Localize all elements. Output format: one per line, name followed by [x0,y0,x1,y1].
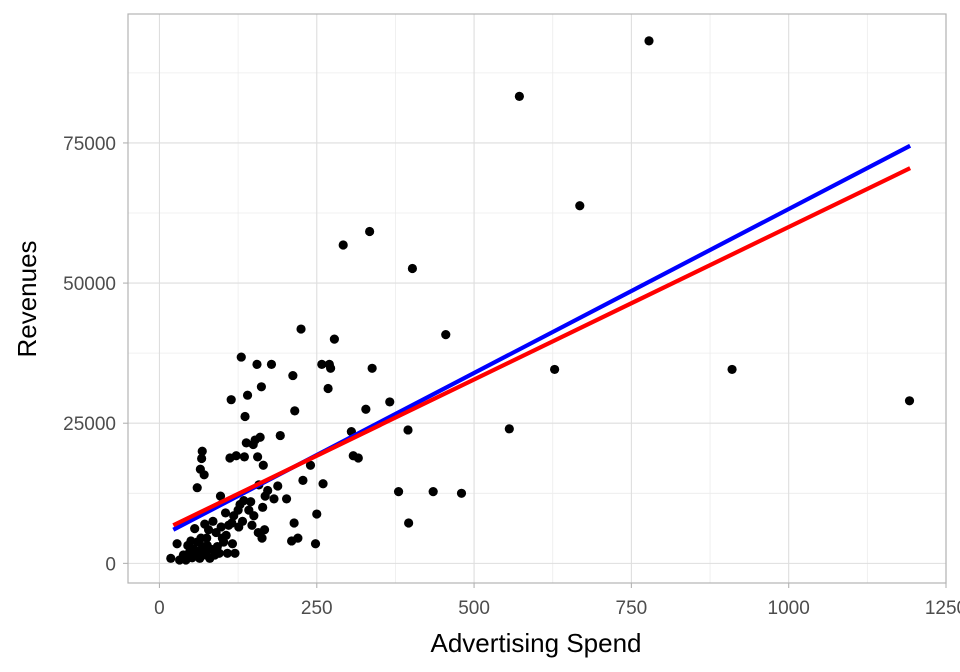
data-point [365,226,375,237]
x-axis-title: Advertising Spend [430,628,641,658]
trend-lines [172,143,912,532]
data-point [296,324,306,334]
data-point [246,497,256,507]
data-point [317,359,327,369]
data-point [203,525,214,535]
data-point [385,397,395,407]
x-tick-label: 750 [616,598,648,619]
data-point [259,525,270,535]
y-tick-label: 25000 [63,414,116,435]
x-tick-label: 1000 [768,598,810,619]
data-point [240,411,250,422]
y-axis-title: Revenues [12,240,42,357]
data-point [273,481,283,491]
data-point [904,396,915,406]
data-point [288,370,298,381]
data-point [253,452,263,462]
data-point [197,453,207,464]
data-point [226,395,236,405]
data-points [166,36,915,565]
data-point [290,406,300,416]
data-point [247,520,257,530]
data-point [326,363,336,373]
y-axis-ticks: 0 25000 50000 75000 [63,134,128,575]
data-point [575,201,585,211]
x-tick-label: 500 [458,598,490,619]
data-point [239,495,249,506]
data-point [258,502,268,512]
data-point [255,432,265,442]
data-point [252,359,262,369]
trend-line [172,166,912,528]
data-point [281,494,292,504]
data-point [269,494,279,504]
data-point [239,452,250,462]
data-point [504,424,514,434]
data-point [216,522,226,532]
data-point [275,430,285,441]
data-point [727,364,737,375]
data-point [323,383,333,394]
data-point [367,363,377,373]
data-point [256,382,266,392]
data-point [407,263,418,274]
data-point [214,548,224,558]
data-point [305,460,316,470]
data-point [258,460,268,470]
data-point [404,518,414,528]
data-point [293,533,303,543]
y-tick-label: 50000 [63,274,116,295]
data-point [190,524,200,534]
data-point [197,446,207,456]
data-point [456,488,467,498]
data-point [644,36,654,46]
data-point [221,530,231,540]
data-point [237,516,248,526]
data-point [428,487,438,497]
data-point [393,487,404,497]
data-point [298,475,308,486]
data-point [231,451,241,461]
data-point [166,553,176,563]
data-point [514,91,524,102]
data-point [230,548,240,558]
data-point [353,453,363,463]
data-point [192,483,202,493]
data-point [222,548,233,558]
data-point [263,485,273,496]
data-point [202,533,212,543]
y-tick-label: 0 [105,554,116,575]
data-point [310,539,321,549]
data-point [312,509,322,519]
data-point [550,364,560,375]
data-point [227,539,238,549]
data-point [236,352,246,362]
data-point [441,330,451,340]
data-point [403,425,413,435]
data-point [242,390,253,400]
panel-border [127,13,947,584]
data-point [208,516,218,526]
data-point [338,240,348,250]
data-point [220,508,231,518]
data-point [241,438,251,448]
data-point [172,539,182,549]
data-point [215,491,226,501]
data-point [329,334,339,344]
data-point [289,518,299,528]
y-tick-label: 75000 [63,134,116,155]
data-point [227,518,237,528]
data-point [249,511,259,521]
data-point [257,533,267,543]
x-tick-label: 250 [301,598,333,619]
data-point [266,359,277,369]
x-tick-label: 0 [154,598,165,619]
data-point [318,479,328,489]
data-point [361,404,371,414]
data-point [199,470,209,480]
